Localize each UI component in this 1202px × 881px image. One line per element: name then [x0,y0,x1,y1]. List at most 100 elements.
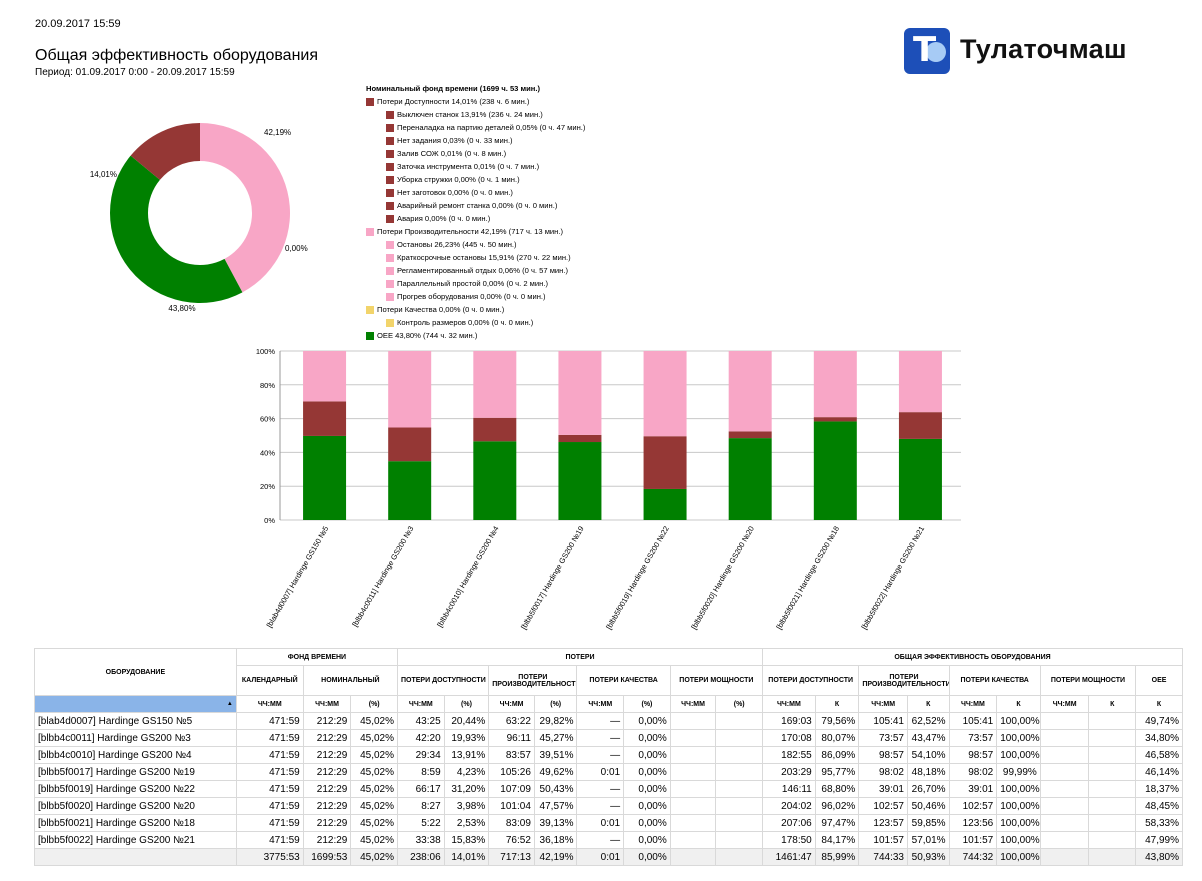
donut-label-quality: 0,00% [285,244,308,253]
table-cell: 0:01 [576,814,625,832]
bar-segment [643,436,687,489]
table-cell: 18,37% [1135,780,1183,798]
bar-segment [303,401,347,436]
bar-segment [898,412,942,439]
table-cell: 471:59 [235,797,304,815]
table-cell: 182:55 [762,746,816,764]
table-cell: 39,51% [533,746,578,764]
table-cell: 471:59 [235,746,304,764]
table-cell: 101:57 [858,831,908,849]
table-cell: 178:50 [762,831,816,849]
table-cell: 98:02 [858,763,908,781]
table-row[interactable]: [blbb5f0021] Hardinge GS200 №18 471:59 212… [34,814,1183,832]
table-cell: 50,43% [533,780,578,798]
table-cell [1088,848,1137,866]
th-unit: (%) [715,695,764,713]
th-oee-power[interactable]: ПОТЕРИ МОЩНОСТИ [1039,665,1137,696]
th-loss-availability[interactable]: ПОТЕРИ ДОСТУПНОСТИ [397,665,490,696]
table-cell: — [576,729,625,747]
th-oee[interactable]: OEE [1135,665,1183,696]
th-oee-availability[interactable]: ПОТЕРИ ДОСТУПНОСТИ [762,665,860,696]
th-loss-power[interactable]: ПОТЕРИ МОЩНОСТИ [669,665,764,696]
y-tick-label: 20% [260,482,275,491]
th-unit: К [907,695,950,713]
donut-chart: 42,19% 14,01% 0,00% 43,80% [90,123,308,313]
legend-item: Нет заготовок 0,00% (0 ч. 0 мин.) [366,186,585,199]
th-oee-performance[interactable]: ПОТЕРИ ПРОИЗВОДИТЕЛЬНОСТИ [858,665,950,696]
th-unit: ЧЧ:ММ [948,695,998,713]
table-cell [1039,831,1090,849]
legend-label: OEE 43,80% (744 ч. 32 мин.) [377,331,478,340]
table-cell: 33:38 [397,831,445,849]
th-unit: ЧЧ:ММ [397,695,445,713]
legend-swatch [386,110,394,119]
table-cell: 100,00% [996,746,1041,764]
table-cell: 48,45% [1135,797,1183,815]
table-cell: 744:33 [858,848,908,866]
table-cell: 0,00% [623,712,671,730]
table-cell: 36,18% [533,831,578,849]
legend-label: Выключен станок 13,91% (236 ч. 24 мин.) [397,110,543,119]
table-cell: 100,00% [996,729,1041,747]
th-nominal[interactable]: НОМИНАЛЬНЫЙ [302,665,399,696]
table-cell: 471:59 [235,763,304,781]
bar-segment [388,461,432,520]
table-cell: 212:29 [302,831,352,849]
bar-segment [388,351,432,428]
th-calendar[interactable]: КАЛЕНДАРНЫЙ [235,665,304,696]
table-row[interactable]: [blbb5f0022] Hardinge GS200 №21 471:59 212… [34,831,1183,849]
table-cell: 43,80% [1135,848,1183,866]
legend-label: Заточка инструмента 0,01% (0 ч. 7 мин.) [397,162,540,171]
table-cell [669,831,717,849]
table-cell [669,712,717,730]
table-cell: 203:29 [762,763,816,781]
legend-item: Залив СОЖ 0,01% (0 ч. 8 мин.) [366,147,585,160]
legend-swatch [386,279,394,288]
th-equipment[interactable]: ОБОРУДОВАНИЕ [34,648,237,696]
legend-item: Номинальный фонд времени (1699 ч. 53 мин… [366,82,585,95]
oee-table: ОБОРУДОВАНИЕ ФОНД ВРЕМЕНИ ПОТЕРИ ОБЩАЯ Э… [34,648,1183,866]
legend-item: Краткосрочные остановы 15,91% (270 ч. 22… [366,251,585,264]
table-cell: 100,00% [996,831,1041,849]
th-oee-quality[interactable]: ПОТЕРИ КАЧЕСТВА [948,665,1041,696]
table-cell: 471:59 [235,729,304,747]
table-cell: 45,02% [350,814,399,832]
table-cell: 42:20 [397,729,445,747]
equipment-filter[interactable]: ▲ [34,695,237,713]
table-cell: 95,77% [814,763,860,781]
table-row[interactable]: [blbb5f0019] Hardinge GS200 №22 471:59 212… [34,780,1183,798]
table-row[interactable]: [blbb4c0010] Hardinge GS200 №4 471:59 212:… [34,746,1183,764]
table-row[interactable]: [blab4d0007] Hardinge GS150 №5 471:59 212:… [34,712,1183,730]
table-cell [715,729,764,747]
table-cell: 45,02% [350,848,399,866]
th-loss-quality[interactable]: ПОТЕРИ КАЧЕСТВА [576,665,671,696]
table-row[interactable]: [blbb5f0020] Hardinge GS200 №20 471:59 212… [34,797,1183,815]
table-cell: 49,74% [1135,712,1183,730]
table-cell: 54,10% [907,746,950,764]
legend-item: Нет задания 0,03% (0 ч. 33 мин.) [366,134,585,147]
table-row[interactable]: [blbb4c0011] Hardinge GS200 №3 471:59 212:… [34,729,1183,747]
bar-segment [303,351,347,402]
table-cell: 0,00% [623,814,671,832]
table-cell: 84,17% [814,831,860,849]
table-cell: 20,44% [443,712,490,730]
table-row[interactable]: [blbb5f0017] Hardinge GS200 №19 471:59 212… [34,763,1183,781]
table-total-row[interactable]: 3775:53 1699:53 45,02% 238:06 14,01% 717:13 42… [34,848,1183,866]
table-cell: 100,00% [996,797,1041,815]
donut-label-availability: 14,01% [90,170,117,179]
donut-label-oee: 43,80% [168,304,195,313]
table-cell: 39:01 [948,780,998,798]
bar-segment [898,438,942,520]
legend-item: Потери Производительности 42,19% (717 ч.… [366,225,585,238]
legend-item: Контроль размеров 0,00% (0 ч. 0 мин.) [366,316,585,329]
table-cell: [blbb5f0022] Hardinge GS200 №21 [34,831,237,849]
th-loss-performance[interactable]: ПОТЕРИ ПРОИЗВОДИТЕЛЬНОСТИ [488,665,578,696]
table-cell [1039,729,1090,747]
bar-segment [728,431,772,439]
table-cell: 717:13 [488,848,535,866]
table-cell [1039,763,1090,781]
table-cell: 15,83% [443,831,490,849]
table-cell: 101:04 [488,797,535,815]
table-cell [1088,763,1137,781]
table-cell: 102:57 [948,797,998,815]
